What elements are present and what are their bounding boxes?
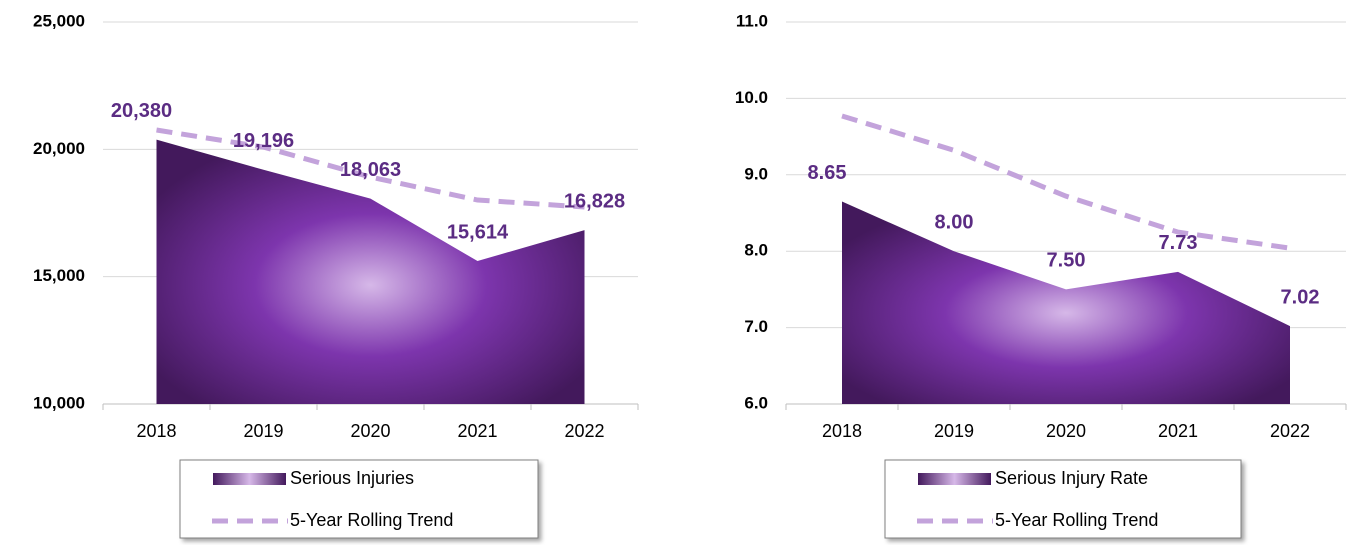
data-label: 20,380	[111, 100, 172, 122]
y-tick-label: 8.0	[744, 241, 768, 260]
data-label: 8.00	[935, 211, 974, 233]
area	[156, 139, 585, 404]
trend-line	[156, 127, 585, 210]
x-tick-label: 2018	[136, 421, 176, 441]
area	[842, 201, 1290, 404]
x-tick-label: 2019	[934, 421, 974, 441]
y-tick-label: 25,000	[33, 11, 85, 30]
legend-label: 5-Year Rolling Trend	[995, 510, 1158, 530]
y-tick-label: 10.0	[735, 88, 768, 107]
y-tick-label: 11.0	[736, 11, 768, 30]
x-tick-label: 2020	[1046, 421, 1086, 441]
y-tick-label: 10,000	[33, 393, 85, 412]
legend-label: Serious Injuries	[290, 468, 414, 488]
y-tick-label: 6.0	[744, 393, 768, 412]
x-tick-label: 2018	[822, 421, 862, 441]
legend-swatch	[213, 473, 286, 485]
y-tick-label: 20,000	[33, 139, 85, 158]
y-tick-label: 9.0	[744, 164, 768, 183]
data-label: 16,828	[564, 190, 625, 212]
x-tick-label: 2020	[350, 421, 390, 441]
trend-line	[841, 113, 1291, 251]
x-tick-label: 2022	[564, 421, 604, 441]
data-label: 18,063	[340, 159, 401, 181]
x-tick-label: 2021	[457, 421, 497, 441]
legend-label: 5-Year Rolling Trend	[290, 510, 453, 530]
x-tick-label: 2021	[1158, 421, 1198, 441]
data-label: 15,614	[447, 221, 509, 243]
data-label: 7.02	[1281, 286, 1320, 308]
data-label: 7.73	[1159, 232, 1198, 254]
data-label: 7.50	[1047, 250, 1086, 272]
data-label: 19,196	[233, 130, 294, 152]
y-tick-label: 7.0	[744, 317, 768, 336]
y-tick-label: 15,000	[33, 266, 85, 285]
x-tick-label: 2022	[1270, 421, 1310, 441]
x-tick-label: 2019	[243, 421, 283, 441]
legend-label: Serious Injury Rate	[995, 468, 1148, 488]
data-label: 8.65	[808, 162, 847, 184]
legend-swatch	[918, 473, 991, 485]
